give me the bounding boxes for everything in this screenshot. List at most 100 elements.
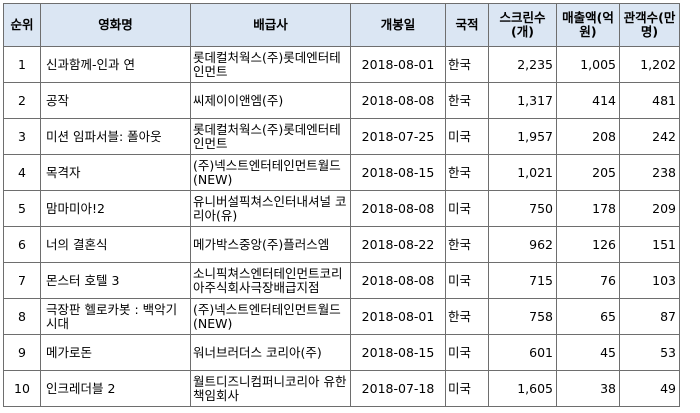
header-release-date: 개봉일 <box>350 3 446 47</box>
cell-audience: 151 <box>619 226 680 263</box>
cell-title: 공작 <box>40 82 191 119</box>
cell-distributor: 롯데컬처웍스(주)롯데엔터테인먼트 <box>190 118 351 155</box>
header-country: 국적 <box>445 3 489 47</box>
cell-country: 한국 <box>445 46 489 83</box>
cell-title: 극장판 헬로카봇 : 백악기 시대 <box>40 298 191 335</box>
table-row: 3 미션 임파서블: 폴아웃 롯데컬처웍스(주)롯데엔터테인먼트 2018-07-25… <box>3 118 680 155</box>
cell-rank: 3 <box>3 118 41 155</box>
cell-title: 맘마미아!2 <box>40 190 191 227</box>
cell-distributor: 월트디즈니컴퍼니코리아 유한책임회사 <box>190 370 351 407</box>
cell-country: 미국 <box>445 370 489 407</box>
header-screens: 스크린수(개) <box>488 3 557 47</box>
cell-country: 미국 <box>445 334 489 371</box>
table-row: 5 맘마미아!2 유니버설픽쳐스인터내셔널 코리아(유) 2018-08-08 미국 75… <box>3 190 680 227</box>
cell-audience: 87 <box>619 298 680 335</box>
cell-revenue: 65 <box>556 298 620 335</box>
box-office-table: 순위 영화명 배급사 개봉일 국적 스크린수(개) 매출액(억원) 관객수(만명… <box>3 3 680 407</box>
cell-title: 신과함께-인과 연 <box>40 46 191 83</box>
table-row: 8 극장판 헬로카봇 : 백악기 시대 (주)넥스트엔터테인먼트월드(NEW) 201… <box>3 298 680 335</box>
cell-rank: 7 <box>3 262 41 299</box>
cell-audience: 1,202 <box>619 46 680 83</box>
cell-audience: 242 <box>619 118 680 155</box>
cell-title: 너의 결혼식 <box>40 226 191 263</box>
cell-audience: 49 <box>619 370 680 407</box>
cell-audience: 209 <box>619 190 680 227</box>
cell-distributor: (주)넥스트엔터테인먼트월드(NEW) <box>190 154 351 191</box>
cell-title: 목격자 <box>40 154 191 191</box>
cell-release-date: 2018-08-08 <box>350 190 446 227</box>
cell-screens: 1,317 <box>488 82 557 119</box>
cell-screens: 601 <box>488 334 557 371</box>
cell-distributor: 유니버설픽쳐스인터내셔널 코리아(유) <box>190 190 351 227</box>
cell-distributor: 소니픽쳐스엔터테인먼트코리아주식회사극장배급지점 <box>190 262 351 299</box>
cell-screens: 758 <box>488 298 557 335</box>
cell-screens: 962 <box>488 226 557 263</box>
cell-rank: 1 <box>3 46 41 83</box>
table-header-row: 순위 영화명 배급사 개봉일 국적 스크린수(개) 매출액(억원) 관객수(만명… <box>3 3 680 47</box>
cell-distributor: (주)넥스트엔터테인먼트월드(NEW) <box>190 298 351 335</box>
table-row: 7 몬스터 호텔 3 소니픽쳐스엔터테인먼트코리아주식회사극장배급지점 2018-08… <box>3 262 680 299</box>
cell-country: 한국 <box>445 82 489 119</box>
header-revenue: 매출액(억원) <box>556 3 620 47</box>
cell-title: 인크레더블 2 <box>40 370 191 407</box>
cell-revenue: 208 <box>556 118 620 155</box>
cell-distributor: 메가박스중앙(주)플러스엠 <box>190 226 351 263</box>
table-row: 6 너의 결혼식 메가박스중앙(주)플러스엠 2018-08-22 한국 962 126 15… <box>3 226 680 263</box>
cell-release-date: 2018-07-25 <box>350 118 446 155</box>
cell-distributor: 롯데컬처웍스(주)롯데엔터테인먼트 <box>190 46 351 83</box>
cell-screens: 1,021 <box>488 154 557 191</box>
table-row: 1 신과함께-인과 연 롯데컬처웍스(주)롯데엔터테인먼트 2018-08-01 한국 2… <box>3 46 680 83</box>
header-distributor: 배급사 <box>190 3 351 47</box>
cell-title: 몬스터 호텔 3 <box>40 262 191 299</box>
cell-revenue: 126 <box>556 226 620 263</box>
cell-audience: 238 <box>619 154 680 191</box>
box-office-table-container: 순위 영화명 배급사 개봉일 국적 스크린수(개) 매출액(억원) 관객수(만명… <box>3 3 680 407</box>
cell-audience: 103 <box>619 262 680 299</box>
header-audience: 관객수(만명) <box>619 3 680 47</box>
cell-distributor: 워너브러더스 코리아(주) <box>190 334 351 371</box>
cell-revenue: 178 <box>556 190 620 227</box>
cell-revenue: 45 <box>556 334 620 371</box>
cell-screens: 1,605 <box>488 370 557 407</box>
cell-screens: 750 <box>488 190 557 227</box>
cell-country: 미국 <box>445 190 489 227</box>
cell-revenue: 205 <box>556 154 620 191</box>
cell-release-date: 2018-08-08 <box>350 262 446 299</box>
cell-rank: 2 <box>3 82 41 119</box>
cell-rank: 9 <box>3 334 41 371</box>
cell-audience: 53 <box>619 334 680 371</box>
cell-revenue: 38 <box>556 370 620 407</box>
cell-distributor: 씨제이이앤엠(주) <box>190 82 351 119</box>
cell-screens: 1,957 <box>488 118 557 155</box>
table-row: 4 목격자 (주)넥스트엔터테인먼트월드(NEW) 2018-08-15 한국 1,021… <box>3 154 680 191</box>
cell-country: 한국 <box>445 298 489 335</box>
cell-release-date: 2018-08-15 <box>350 154 446 191</box>
cell-country: 한국 <box>445 226 489 263</box>
cell-revenue: 76 <box>556 262 620 299</box>
cell-rank: 5 <box>3 190 41 227</box>
cell-rank: 6 <box>3 226 41 263</box>
cell-rank: 8 <box>3 298 41 335</box>
cell-country: 한국 <box>445 154 489 191</box>
cell-screens: 2,235 <box>488 46 557 83</box>
cell-revenue: 414 <box>556 82 620 119</box>
header-title: 영화명 <box>40 3 191 47</box>
cell-rank: 10 <box>3 370 41 407</box>
cell-rank: 4 <box>3 154 41 191</box>
cell-release-date: 2018-08-08 <box>350 82 446 119</box>
cell-release-date: 2018-08-01 <box>350 46 446 83</box>
cell-release-date: 2018-08-01 <box>350 298 446 335</box>
cell-screens: 715 <box>488 262 557 299</box>
cell-revenue: 1,005 <box>556 46 620 83</box>
cell-title: 미션 임파서블: 폴아웃 <box>40 118 191 155</box>
cell-country: 미국 <box>445 118 489 155</box>
cell-release-date: 2018-08-22 <box>350 226 446 263</box>
table-row: 2 공작 씨제이이앤엠(주) 2018-08-08 한국 1,317 414 481 <box>3 82 680 119</box>
cell-title: 메가로돈 <box>40 334 191 371</box>
cell-audience: 481 <box>619 82 680 119</box>
cell-country: 미국 <box>445 262 489 299</box>
table-row: 10 인크레더블 2 월트디즈니컴퍼니코리아 유한책임회사 2018-07-18 미국 1… <box>3 370 680 407</box>
cell-release-date: 2018-08-15 <box>350 334 446 371</box>
cell-release-date: 2018-07-18 <box>350 370 446 407</box>
table-row: 9 메가로돈 워너브러더스 코리아(주) 2018-08-15 미국 601 45 53 <box>3 334 680 371</box>
